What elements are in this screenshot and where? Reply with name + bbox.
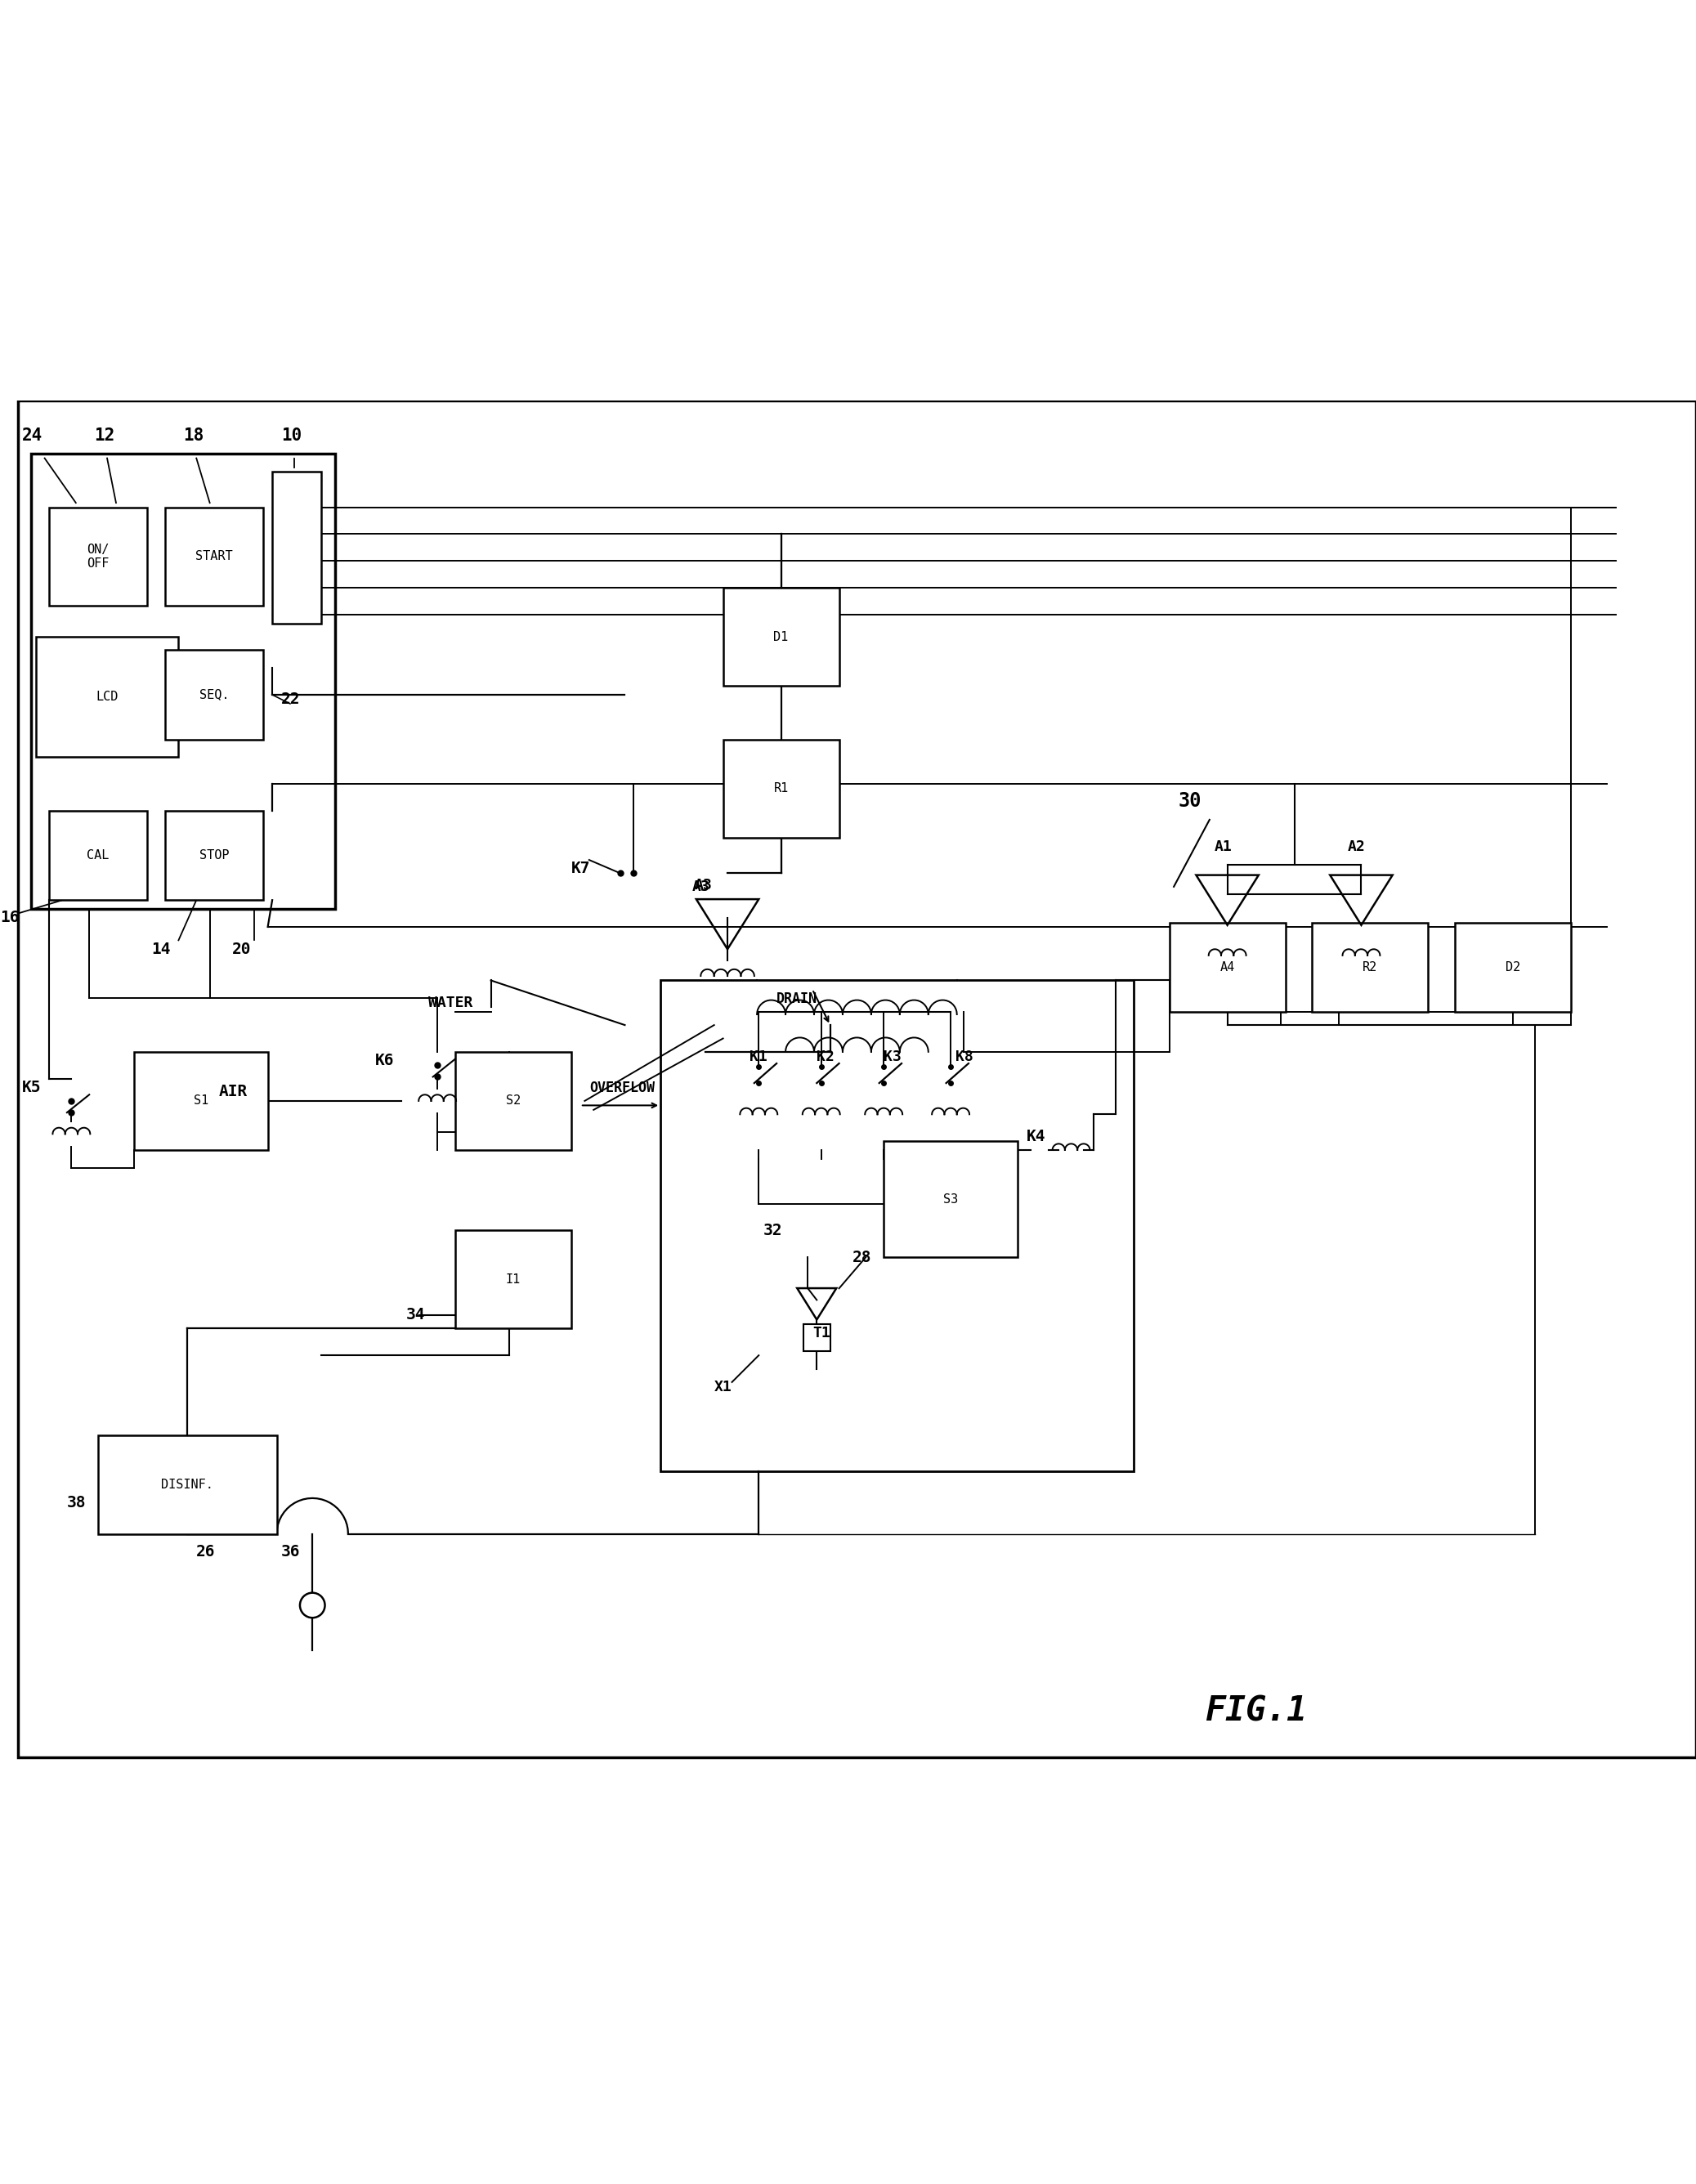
Text: CAL: CAL — [86, 850, 109, 860]
Bar — [722, 740, 840, 839]
Text: K8: K8 — [955, 1048, 974, 1064]
Circle shape — [300, 1592, 326, 1618]
Text: 20: 20 — [232, 941, 251, 957]
Text: K4: K4 — [1026, 1129, 1046, 1144]
Text: K6: K6 — [375, 1053, 393, 1068]
Bar — [455, 1230, 572, 1328]
Text: D1: D1 — [773, 631, 789, 642]
Bar — [98, 1435, 276, 1533]
Text: S2: S2 — [505, 1094, 521, 1107]
Text: A2: A2 — [1348, 839, 1365, 854]
Text: K3: K3 — [884, 1048, 902, 1064]
Text: ON/
OFF: ON/ OFF — [86, 544, 109, 570]
Text: D2: D2 — [1506, 961, 1521, 974]
Text: X1: X1 — [714, 1380, 733, 1393]
Text: R1: R1 — [773, 782, 789, 795]
Text: SEQ.: SEQ. — [200, 688, 229, 701]
Bar — [722, 587, 840, 686]
Text: S3: S3 — [943, 1192, 958, 1206]
Bar — [273, 472, 321, 622]
Text: 10: 10 — [282, 428, 302, 443]
Text: A4: A4 — [1219, 961, 1235, 974]
Text: K7: K7 — [572, 860, 590, 876]
Text: FIG.1: FIG.1 — [1206, 1695, 1308, 1730]
Text: 38: 38 — [66, 1494, 86, 1511]
Bar — [165, 810, 263, 900]
Text: OVERFLOW: OVERFLOW — [589, 1081, 655, 1094]
Text: 16: 16 — [0, 911, 19, 926]
Text: R2: R2 — [1362, 961, 1377, 974]
Text: 36: 36 — [282, 1544, 300, 1559]
Text: 14: 14 — [151, 941, 171, 957]
Text: 22: 22 — [282, 692, 300, 708]
Bar — [1313, 922, 1428, 1011]
Bar — [455, 1053, 572, 1151]
Text: 28: 28 — [853, 1249, 872, 1265]
Bar — [49, 810, 148, 900]
Text: DRAIN: DRAIN — [777, 992, 817, 1007]
Text: 34: 34 — [405, 1308, 426, 1324]
Bar — [36, 638, 178, 758]
Bar — [660, 981, 1133, 1472]
Text: T1: T1 — [812, 1326, 829, 1341]
Text: A3: A3 — [692, 880, 709, 895]
Text: WATER: WATER — [429, 996, 473, 1011]
Text: K1: K1 — [750, 1048, 768, 1064]
Text: 24: 24 — [22, 428, 42, 443]
Text: K5: K5 — [22, 1079, 41, 1094]
Bar — [165, 507, 263, 605]
Bar — [884, 1140, 1018, 1258]
Text: 32: 32 — [763, 1223, 782, 1238]
Text: A1: A1 — [1214, 839, 1231, 854]
Text: AIR: AIR — [219, 1083, 248, 1101]
Text: K2: K2 — [817, 1048, 834, 1064]
Text: STOP: STOP — [200, 850, 229, 860]
Text: 30: 30 — [1179, 791, 1201, 810]
Bar — [49, 507, 148, 605]
Text: START: START — [195, 550, 232, 563]
Bar — [134, 1053, 268, 1151]
Text: 12: 12 — [93, 428, 114, 443]
Bar — [1455, 922, 1570, 1011]
Bar — [31, 454, 334, 909]
Text: 26: 26 — [197, 1544, 215, 1559]
Bar — [1169, 922, 1286, 1011]
Bar — [165, 651, 263, 740]
Text: LCD: LCD — [97, 690, 119, 703]
Text: A3: A3 — [694, 878, 712, 893]
Text: I1: I1 — [505, 1273, 521, 1286]
Bar — [804, 1324, 829, 1352]
Text: DISINF.: DISINF. — [161, 1479, 214, 1492]
Text: S1: S1 — [193, 1094, 209, 1107]
Text: 18: 18 — [183, 428, 204, 443]
